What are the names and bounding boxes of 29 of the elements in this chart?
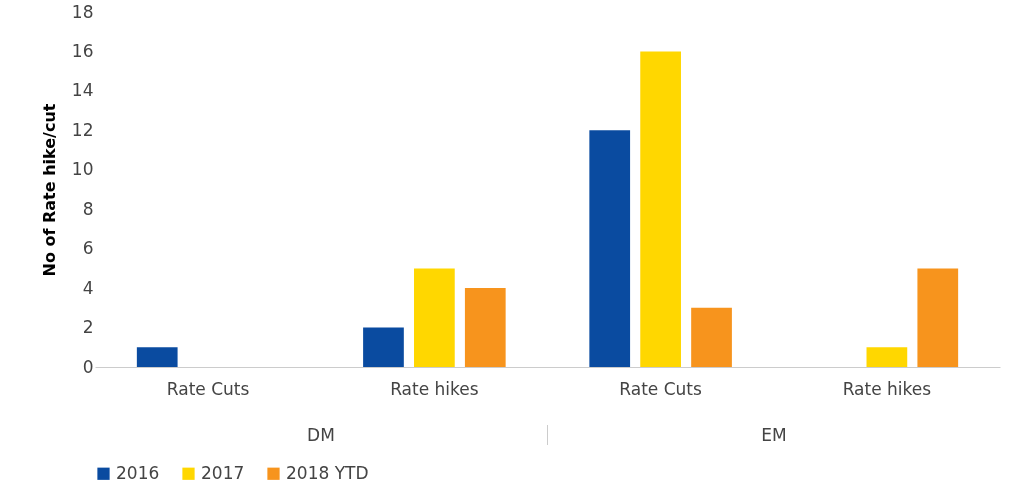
x-tick-label: Rate Cuts (166, 378, 250, 399)
y-tick-label: 10 (71, 159, 94, 180)
bar (363, 327, 404, 367)
y-tick-label: 4 (82, 277, 94, 298)
bar (589, 130, 631, 367)
legend-label: 2018 YTD (286, 462, 369, 483)
y-tick-label: 12 (71, 119, 94, 140)
y-tick-label: 18 (71, 1, 94, 22)
text: EM (547, 425, 1000, 445)
y-tick-label: 0 (82, 356, 94, 377)
bar (640, 51, 681, 367)
legend-label: 2017 (201, 462, 245, 483)
bar (414, 268, 455, 367)
bar (866, 347, 908, 367)
y-tick-label: 14 (71, 80, 94, 101)
bar (917, 268, 959, 367)
y-tick-label: 6 (82, 238, 94, 259)
text: DM (306, 425, 336, 445)
bar (691, 307, 732, 367)
bar (136, 347, 178, 367)
y-axis-title: No of Rate hike/cut (39, 103, 59, 277)
y-tick-label: 16 (71, 40, 94, 61)
y-tick-label: 8 (82, 198, 94, 219)
bar (464, 288, 506, 367)
legend-label: 2016 (116, 462, 160, 483)
x-tick-label: Rate Cuts (619, 378, 703, 399)
y-tick-label: 2 (82, 317, 94, 338)
x-tick-label: Rate hikes (842, 378, 932, 399)
x-tick-label: Rate hikes (390, 378, 479, 399)
